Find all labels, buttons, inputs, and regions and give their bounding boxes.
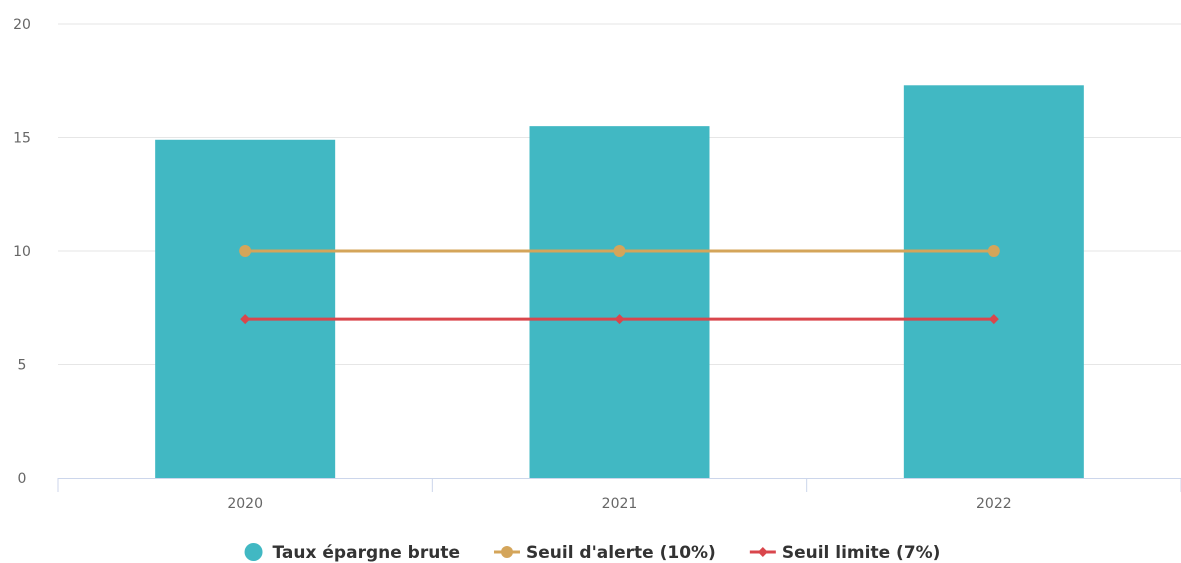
x-tick-label: 2022 — [976, 496, 1012, 512]
y-tick-label: 5 — [18, 358, 27, 374]
legend-symbol — [494, 546, 520, 558]
bar-2021 — [530, 126, 710, 478]
x-tick-label: 2020 — [227, 496, 263, 512]
legend-label: Seuil d'alerte (10%) — [526, 543, 716, 563]
legend-item[interactable]: Seuil limite (7%) — [750, 543, 941, 563]
y-tick-label: 10 — [13, 244, 31, 260]
bar-2022 — [904, 85, 1084, 478]
legend-symbol — [750, 547, 776, 557]
x-tick-label: 2021 — [602, 496, 638, 512]
y-axis-labels: 0 5 10 15 20 — [13, 17, 31, 487]
legend-circle-icon — [245, 543, 263, 561]
legend-label: Taux épargne brute — [273, 543, 460, 563]
y-tick-label: 15 — [13, 131, 31, 147]
legend-marker-icon — [758, 547, 768, 557]
legend-symbol — [245, 543, 263, 561]
marker-point — [239, 245, 251, 257]
bar-2020 — [155, 140, 335, 478]
legend-marker-icon — [501, 546, 513, 558]
x-axis: 2020 2021 2022 — [58, 478, 1181, 512]
legend: Taux épargne brute Seuil d'alerte (10%) Se… — [245, 543, 941, 563]
marker-point — [988, 245, 1000, 257]
marker-point — [614, 245, 626, 257]
legend-item[interactable]: Taux épargne brute — [245, 543, 460, 563]
bar-series — [155, 85, 1084, 478]
y-tick-label: 20 — [13, 17, 31, 33]
legend-item[interactable]: Seuil d'alerte (10%) — [494, 543, 716, 563]
y-tick-label: 0 — [18, 471, 27, 487]
legend-label: Seuil limite (7%) — [782, 543, 941, 563]
